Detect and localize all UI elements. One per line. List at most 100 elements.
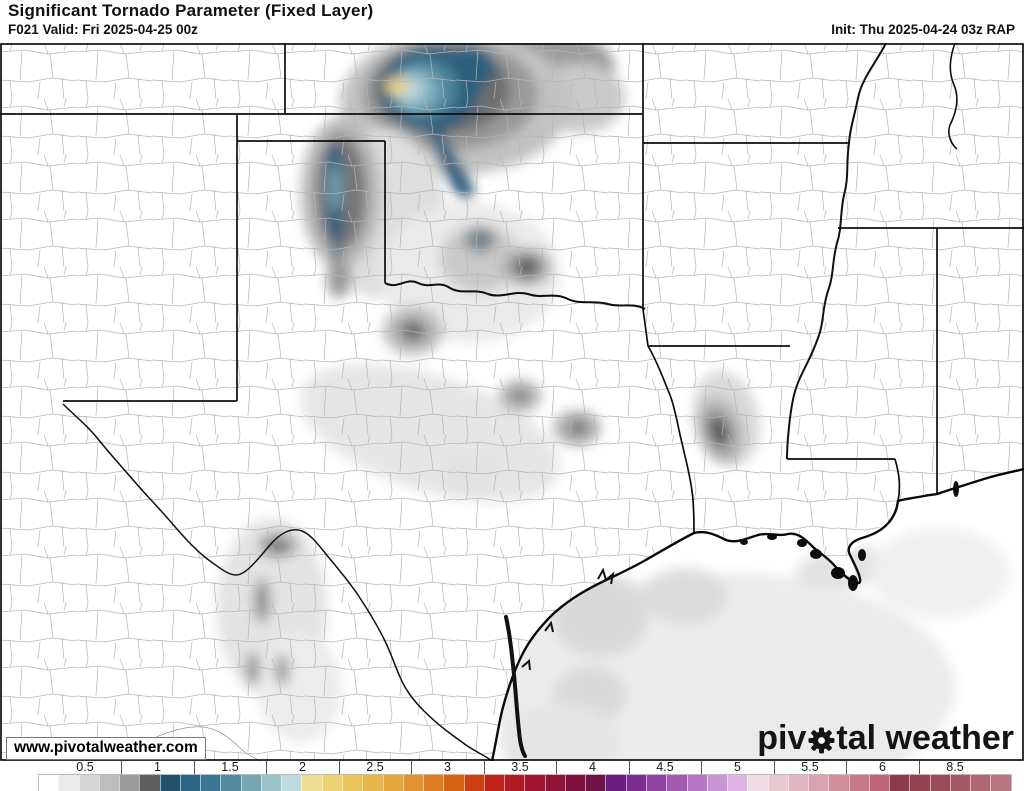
- map-canvas: www.pivotalweather.com piv tal weather: [0, 42, 1024, 762]
- colorbar: 0.5 1 1.5 2 2.5 3 3.5 4 4.5 5 5.5 6 8.5: [0, 760, 1024, 791]
- logo-text-suffix: tal weather: [836, 719, 1014, 757]
- colorbar-tick-separator: [121, 761, 123, 774]
- colorbar-swatch: [159, 775, 180, 791]
- colorbar-swatch: [990, 775, 1011, 791]
- colorbar-swatch: [828, 775, 849, 791]
- colorbar-tick-separator: [556, 761, 558, 774]
- colorbar-swatch: [341, 775, 363, 791]
- colorbar-tick-label: 4: [589, 760, 596, 774]
- colorbar-tick-separator: [773, 761, 775, 774]
- colorbar-tick-separator: [918, 761, 920, 774]
- colorbar-swatch: [524, 775, 545, 791]
- colorbar-swatches: [38, 774, 1012, 791]
- colorbar-ticks: 0.5 1 1.5 2 2.5 3 3.5 4 4.5 5 5.5 6 8.5: [0, 760, 1024, 774]
- delta-wetlands: [740, 481, 959, 591]
- colorbar-swatch: [423, 775, 444, 791]
- colorbar-tick-label: 6: [879, 760, 886, 774]
- colorbar-tick-label: 1.5: [221, 760, 239, 774]
- colorbar-tick-label: 0.5: [76, 760, 94, 774]
- init-time-label: Init: Thu 2025-04-24 03z RAP: [831, 22, 1015, 37]
- colorbar-swatch: [767, 775, 788, 791]
- colorbar-tick-label: 2: [299, 760, 306, 774]
- texas-bays: [521, 567, 615, 671]
- border-la-ms: [787, 458, 901, 502]
- valid-time-label: F021 Valid: Fri 2025-04-25 00z: [8, 22, 198, 37]
- stp-map: [0, 42, 1024, 762]
- border-ks-mo-ok-ar: [642, 43, 649, 347]
- colorbar-swatch: [666, 775, 687, 791]
- colorbar-swatch: [970, 775, 991, 791]
- colorbar-swatch: [301, 775, 322, 791]
- colorbar-swatch: [321, 775, 342, 791]
- colorbar-swatch: [585, 775, 606, 791]
- colorbar-swatch: [949, 775, 971, 791]
- border-red-river-tx-ok: [384, 280, 646, 310]
- colorbar-swatch: [564, 775, 586, 791]
- tennessee-river: [948, 42, 958, 150]
- colorbar-swatch: [787, 775, 809, 791]
- colorbar-swatch: [686, 775, 707, 791]
- colorbar-swatch: [119, 775, 140, 791]
- stp-shading-gulf: [492, 528, 1010, 761]
- colorbar-swatch: [544, 775, 565, 791]
- colorbar-tick-label: 1: [154, 760, 161, 774]
- colorbar-tick-separator: [193, 761, 195, 774]
- colorbar-tick-label: 3: [444, 760, 451, 774]
- colorbar-swatch: [504, 775, 525, 791]
- colorbar-tick-label: 5: [734, 760, 741, 774]
- colorbar-tick-label: 2.5: [366, 760, 384, 774]
- page-title: Significant Tornado Parameter (Fixed Lay…: [8, 1, 374, 20]
- colorbar-tick-label: 8.5: [946, 760, 964, 774]
- colorbar-swatch: [463, 775, 484, 791]
- colorbar-swatch: [220, 775, 241, 791]
- colorbar-swatch: [240, 775, 261, 791]
- colorbar-tick-separator: [411, 761, 413, 774]
- colorbar-tick-separator: [628, 761, 630, 774]
- map-header: Significant Tornado Parameter (Fixed Lay…: [0, 0, 1024, 43]
- colorbar-tick-separator: [483, 761, 485, 774]
- border-sabine-tx-la: [647, 345, 695, 534]
- colorbar-swatch: [39, 775, 59, 791]
- coastline: [490, 467, 1024, 762]
- laguna-madre: [504, 615, 527, 758]
- colorbar-tick-label: 4.5: [656, 760, 674, 774]
- gear-icon: [808, 727, 835, 753]
- colorbar-swatch: [625, 775, 646, 791]
- colorbar-swatch: [848, 775, 869, 791]
- colorbar-swatch: [58, 775, 79, 791]
- colorbar-swatch: [727, 775, 748, 791]
- colorbar-swatch: [402, 775, 424, 791]
- colorbar-tick-separator: [846, 761, 848, 774]
- colorbar-tick-separator: [266, 761, 268, 774]
- colorbar-swatch: [889, 775, 910, 791]
- state-borders: [0, 43, 1024, 534]
- colorbar-swatch: [382, 775, 403, 791]
- colorbar-tick-separator: [338, 761, 340, 774]
- colorbar-swatch: [868, 775, 890, 791]
- colorbar-swatch: [98, 775, 120, 791]
- colorbar-swatch: [808, 775, 829, 791]
- colorbar-swatch: [260, 775, 282, 791]
- colorbar-swatch: [706, 775, 728, 791]
- mississippi-river: [786, 42, 887, 460]
- colorbar-tick-separator: [701, 761, 703, 774]
- logo-text-prefix: piv: [757, 719, 807, 757]
- pivotal-weather-logo: piv tal weather: [757, 721, 1014, 755]
- colorbar-tick-label: 5.5: [801, 760, 819, 774]
- colorbar-tick-label: 3.5: [511, 760, 529, 774]
- colorbar-swatch: [929, 775, 950, 791]
- colorbar-swatch: [179, 775, 201, 791]
- colorbar-swatch: [909, 775, 930, 791]
- colorbar-swatch: [139, 775, 160, 791]
- colorbar-swatch: [362, 775, 383, 791]
- colorbar-swatch: [78, 775, 99, 791]
- colorbar-swatch: [605, 775, 626, 791]
- colorbar-swatch: [747, 775, 768, 791]
- colorbar-swatch: [200, 775, 221, 791]
- colorbar-swatch: [483, 775, 505, 791]
- colorbar-swatch: [443, 775, 464, 791]
- colorbar-swatch: [645, 775, 667, 791]
- map-frame: [0, 43, 1024, 761]
- colorbar-swatch: [281, 775, 302, 791]
